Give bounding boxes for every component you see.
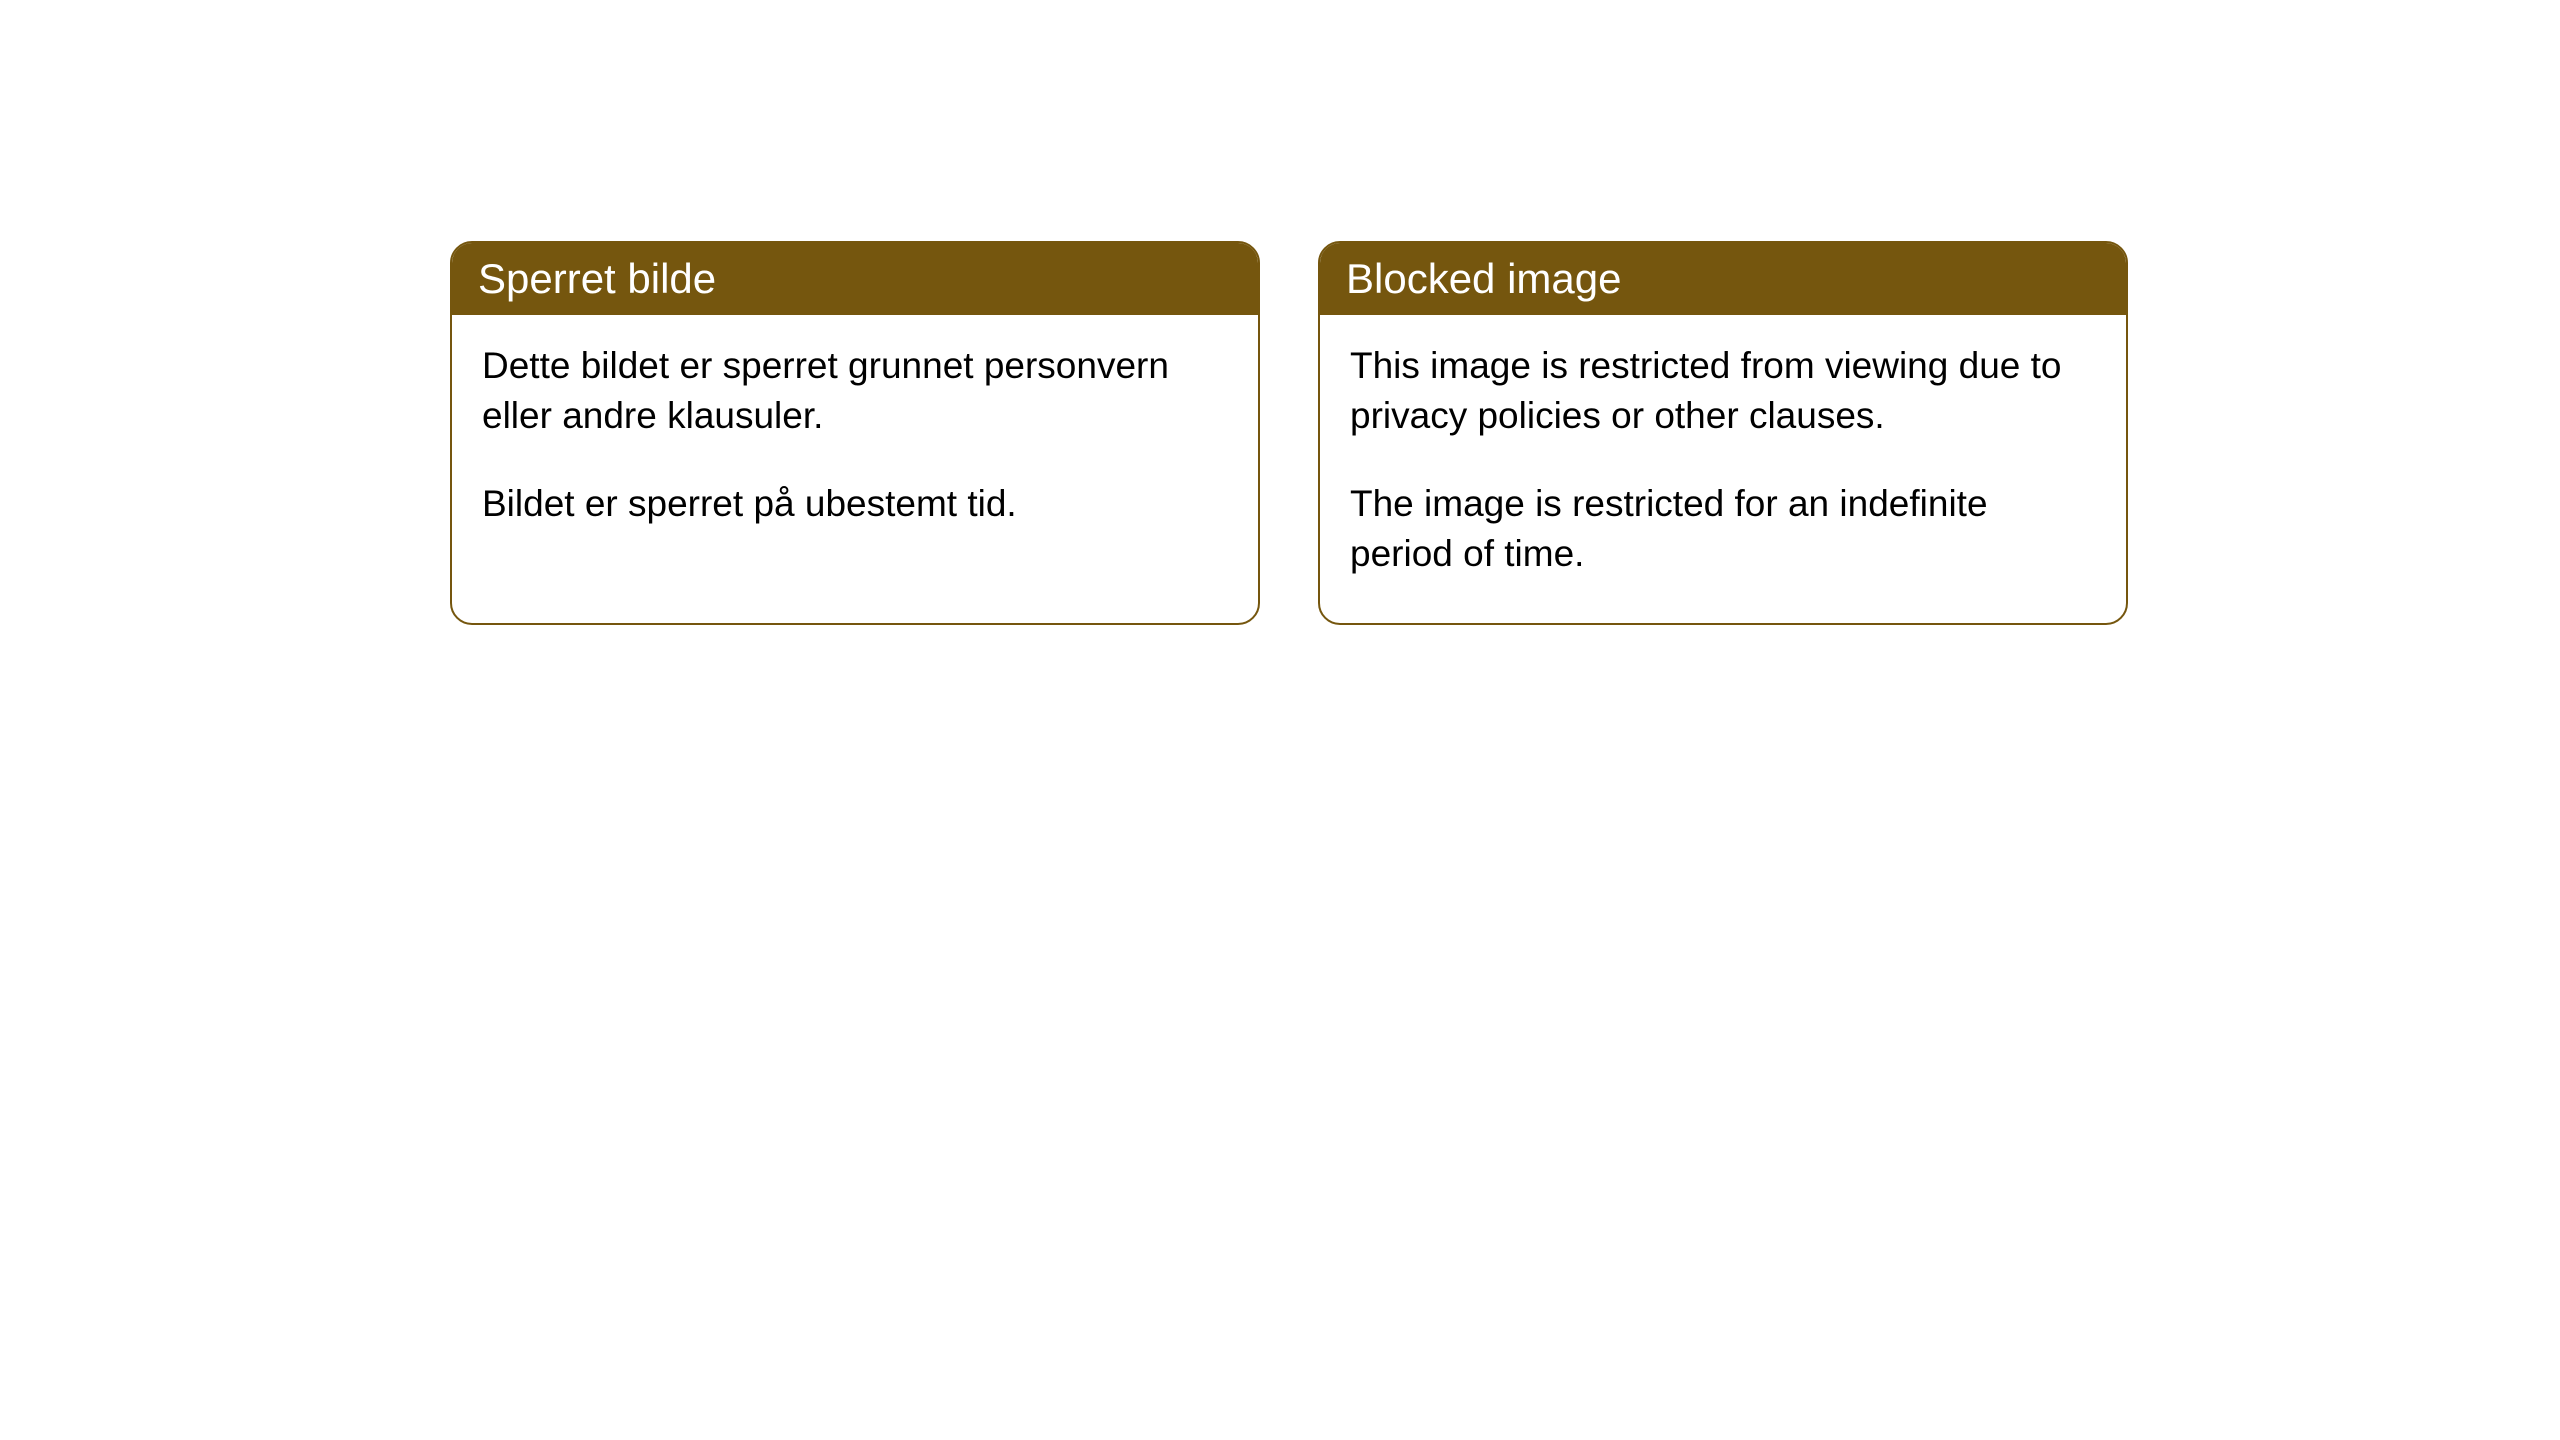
spacer [482, 441, 1228, 479]
card-paragraph: Dette bildet er sperret grunnet personve… [482, 341, 1228, 441]
card-body-norwegian: Dette bildet er sperret grunnet personve… [452, 315, 1258, 573]
card-title: Blocked image [1346, 255, 1621, 302]
spacer [1350, 441, 2096, 479]
card-header-norwegian: Sperret bilde [452, 243, 1258, 315]
card-header-english: Blocked image [1320, 243, 2126, 315]
card-english: Blocked image This image is restricted f… [1318, 241, 2128, 625]
card-paragraph: The image is restricted for an indefinit… [1350, 479, 2096, 579]
card-title: Sperret bilde [478, 255, 716, 302]
card-paragraph: Bildet er sperret på ubestemt tid. [482, 479, 1228, 529]
card-body-english: This image is restricted from viewing du… [1320, 315, 2126, 623]
card-norwegian: Sperret bilde Dette bildet er sperret gr… [450, 241, 1260, 625]
card-paragraph: This image is restricted from viewing du… [1350, 341, 2096, 441]
cards-container: Sperret bilde Dette bildet er sperret gr… [450, 241, 2128, 625]
